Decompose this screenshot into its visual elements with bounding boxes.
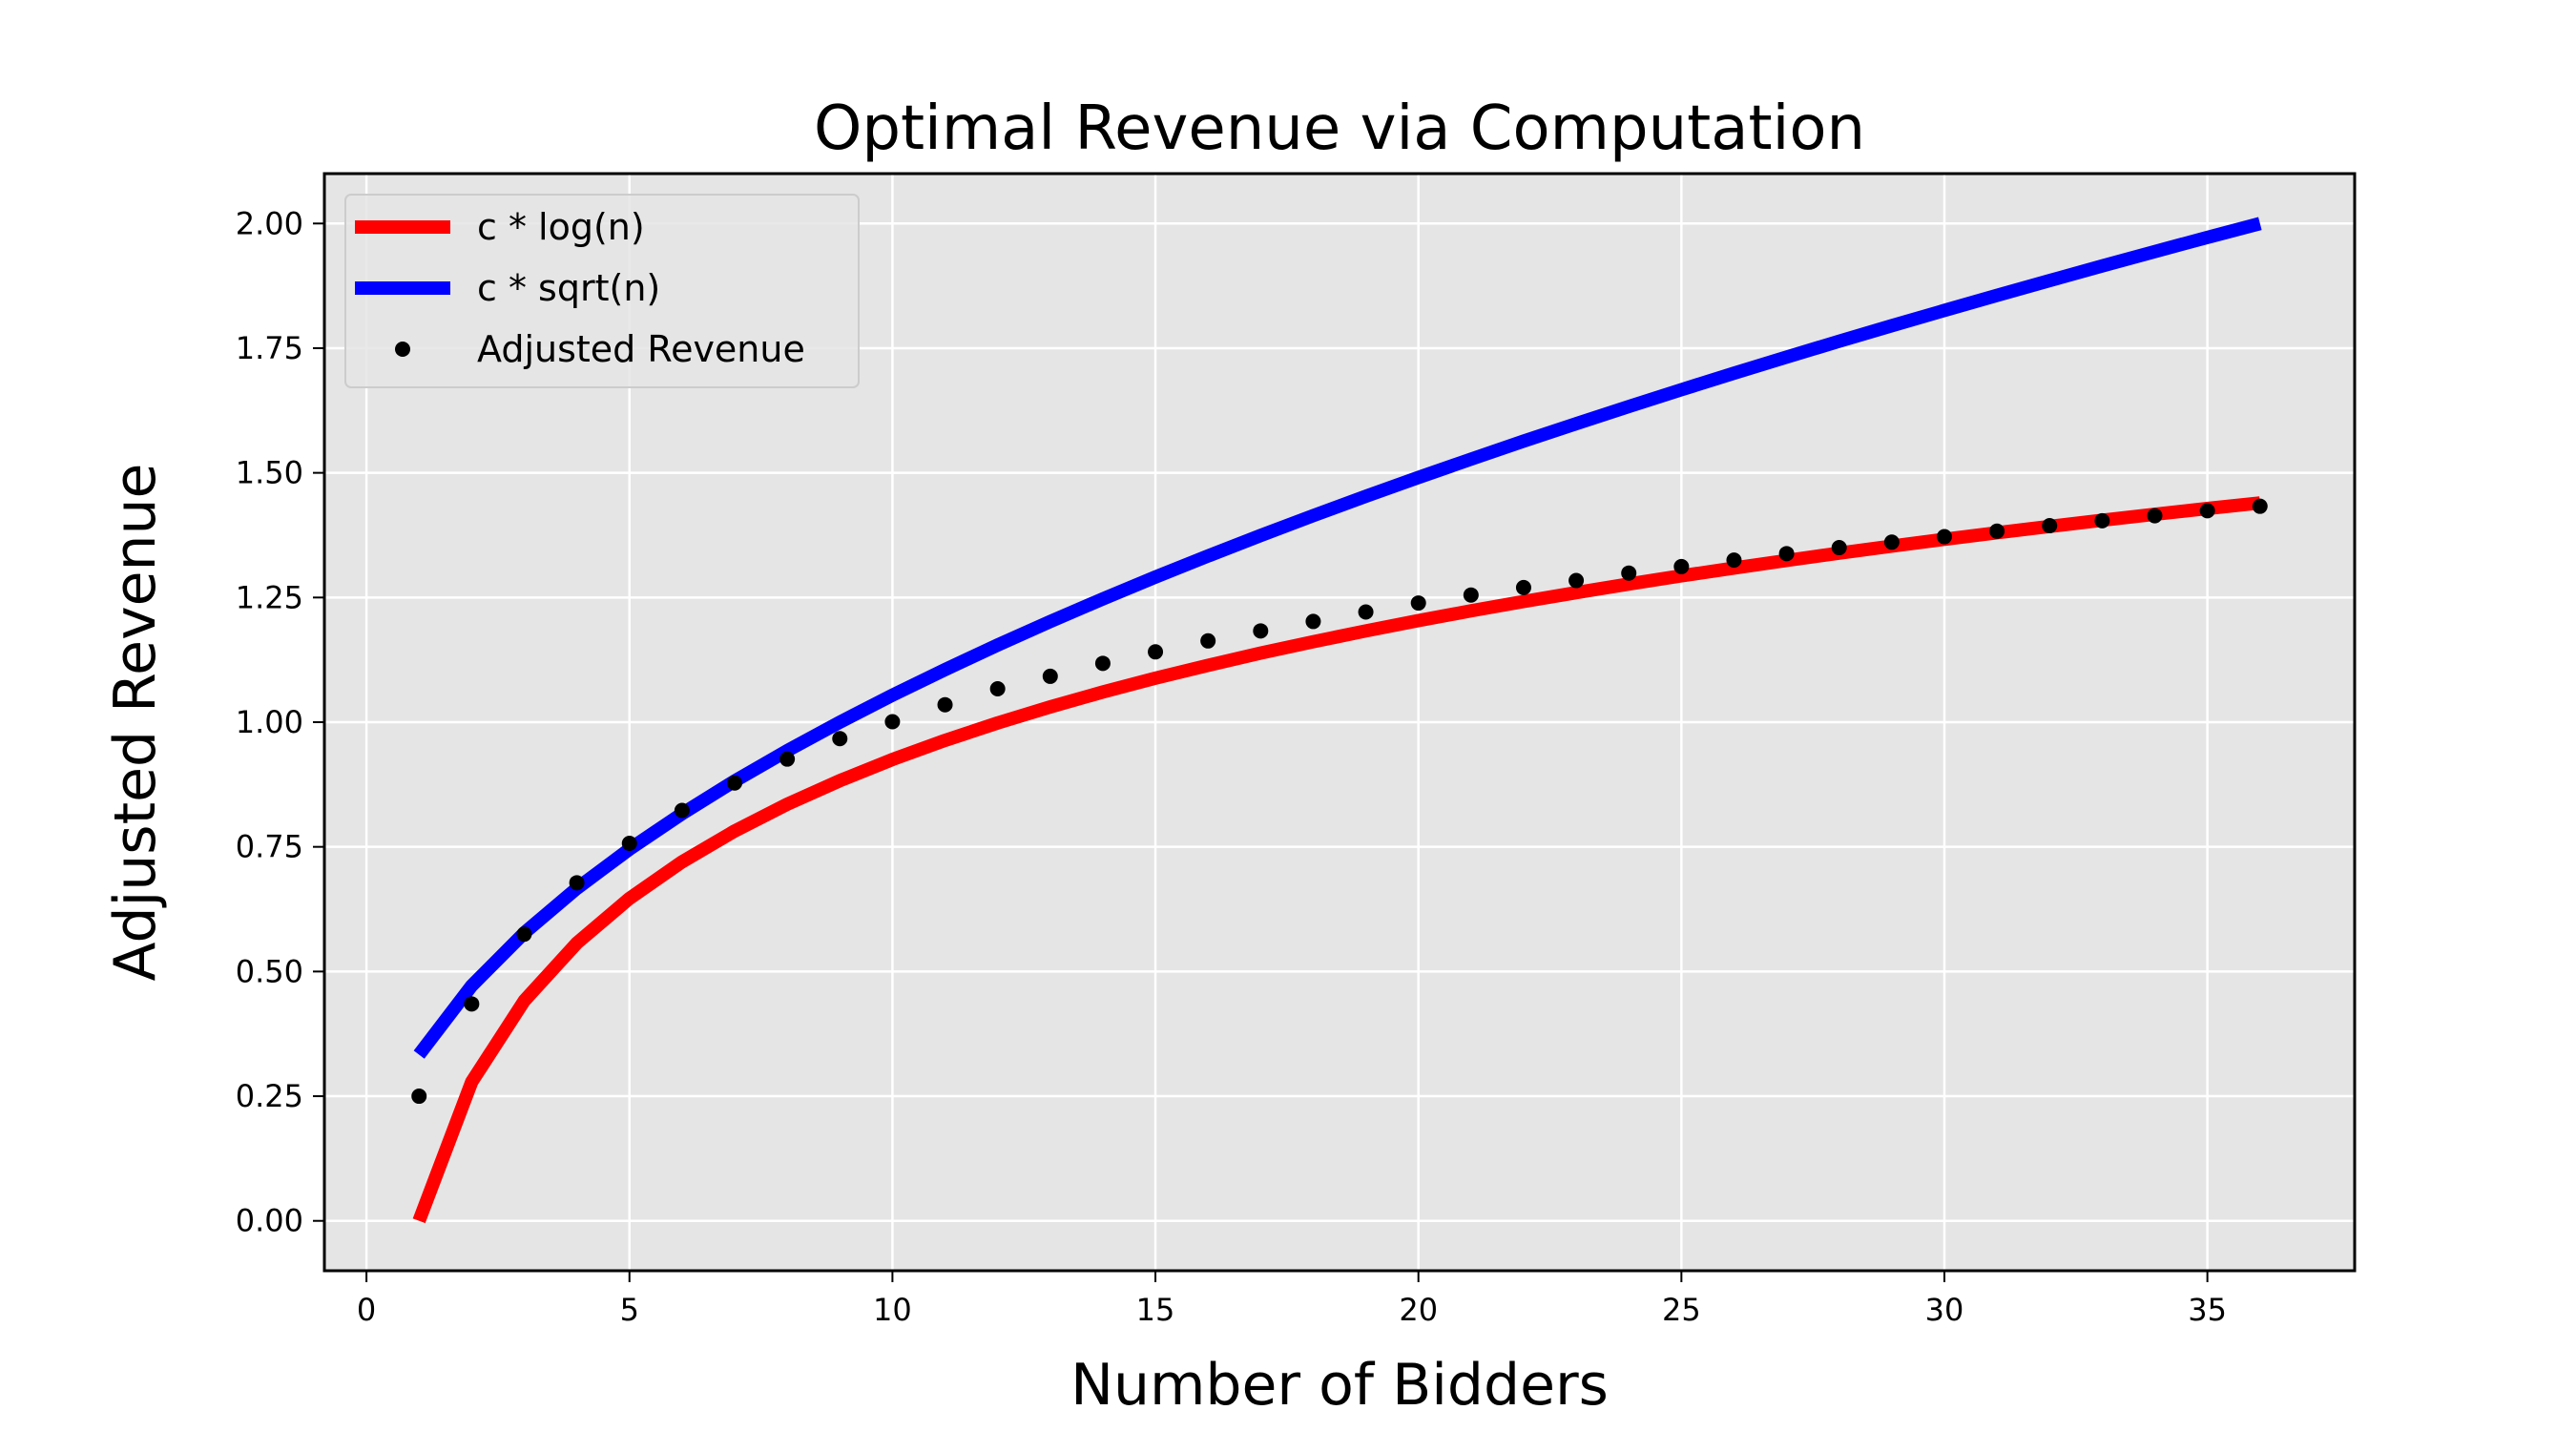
y-tick-label: 1.25 [236,579,303,615]
data-point [1148,644,1164,660]
y-tick-label: 0.75 [236,829,303,865]
data-point [2147,508,2163,524]
x-tick-label: 5 [620,1292,639,1328]
data-point [2252,498,2268,514]
data-point [1358,604,1374,620]
data-point [1253,623,1269,639]
x-tick-label: 30 [1925,1292,1964,1328]
data-point [1989,523,2005,539]
data-point [779,751,796,767]
x-tick-label: 15 [1136,1292,1175,1328]
data-point [727,775,743,791]
y-tick-label: 0.25 [236,1078,303,1114]
data-point [1936,529,1952,545]
legend-label: c * log(n) [477,206,645,248]
data-point [1673,558,1690,574]
x-axis-label: Number of Bidders [1070,1352,1609,1419]
x-tick-label: 35 [2188,1292,2227,1328]
data-point [674,802,690,819]
data-point [516,926,532,943]
x-tick-label: 25 [1662,1292,1701,1328]
data-point [1200,633,1216,649]
data-point [2199,503,2215,519]
data-point [1463,587,1479,603]
y-tick-label: 1.00 [236,704,303,740]
data-point [884,714,901,730]
data-point [1621,565,1637,581]
data-point [1883,534,1900,550]
data-point [2094,512,2110,529]
data-point [464,996,480,1012]
legend-box [344,194,860,388]
chart-title: Optimal Revenue via Computation [814,93,1865,164]
data-point [1831,540,1847,556]
data-point [1726,552,1742,569]
legend: c * log(n) c * sqrt(n) Adjusted Revenue [344,194,860,388]
grid [324,174,2355,1271]
data-point [1515,579,1531,595]
series-layer [411,217,2268,1224]
data-point [411,1089,427,1105]
legend-swatch [395,342,410,357]
legend-label: c * sqrt(n) [477,267,660,309]
data-point [1410,595,1426,612]
x-tick-label: 0 [357,1292,376,1328]
y-tick-label: 2.00 [236,205,303,241]
x-tick-label: 10 [873,1292,912,1328]
y-tick-label: 0.50 [236,953,303,989]
y-tick-label: 0.00 [236,1203,303,1239]
y-tick-label: 1.50 [236,455,303,491]
legend-label: Adjusted Revenue [477,328,805,370]
data-point [1778,546,1795,562]
x-tick-label: 20 [1399,1292,1438,1328]
y-tick-label: 1.75 [236,330,303,366]
ticks: 0 5 10 15 20 25 30 35 0.00 0.25 0.50 0.75 1.00 1.25 1.… [236,205,2227,1328]
y-axis-label: Adjusted Revenue [102,464,169,982]
data-point [989,680,1006,696]
data-point [621,836,637,852]
data-point [569,875,585,891]
series-line [413,217,2262,1059]
data-point [937,696,953,713]
data-point [1042,668,1058,684]
data-point [1094,655,1111,672]
series-line [412,496,2261,1224]
data-point [1568,572,1585,589]
data-point [2042,518,2058,534]
data-point [832,731,848,747]
data-point [1305,613,1321,630]
